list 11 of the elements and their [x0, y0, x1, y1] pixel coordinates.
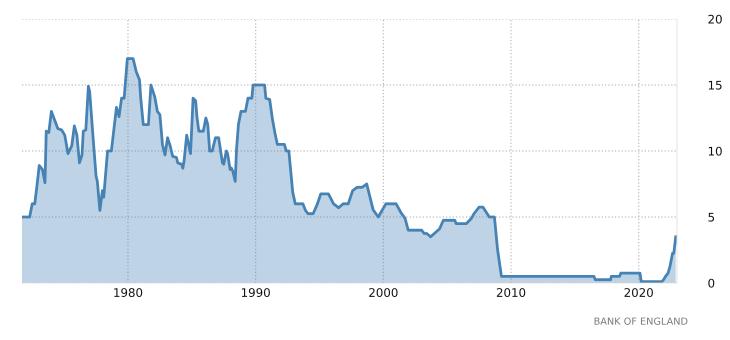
text: BANK OF ENGLAND	[594, 317, 688, 325]
y-tick-label: 20	[708, 14, 722, 24]
x-tick-label: 1980	[114, 288, 142, 297]
y-tick-label: 10	[708, 146, 722, 156]
y-tick-label: 0	[708, 278, 714, 288]
y-tick-label: 5	[708, 212, 714, 222]
x-tick-label: 1990	[242, 288, 270, 297]
x-tick-label: 2000	[369, 288, 398, 297]
y-tick-label: 15	[708, 80, 722, 90]
x-tick-label: 2010	[496, 288, 526, 297]
x-tick-label: 2020	[624, 288, 653, 297]
